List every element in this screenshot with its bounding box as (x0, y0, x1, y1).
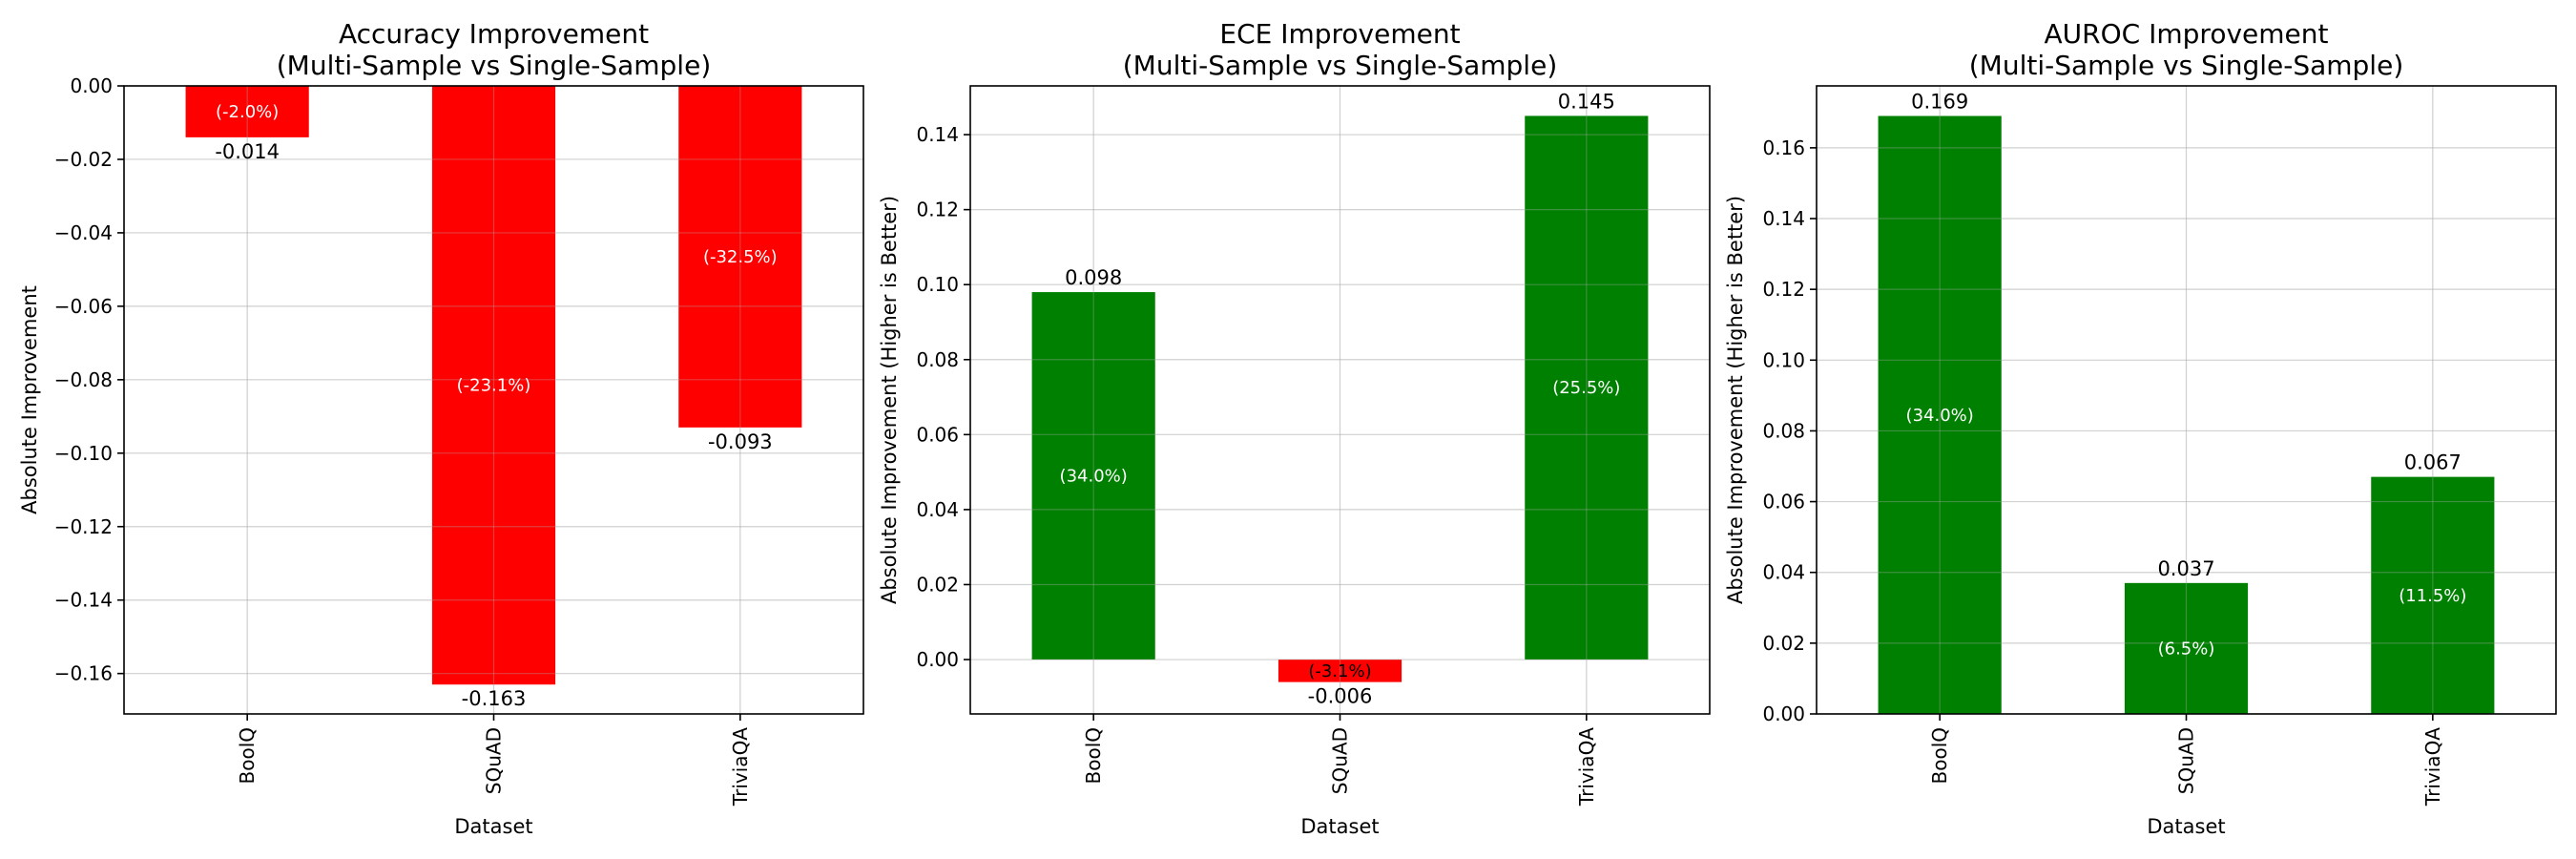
y-tick-label: 0.06 (916, 423, 959, 446)
x-tick-label: SQuAD (2175, 727, 2198, 794)
y-tick-label: 0.00 (1762, 702, 1805, 725)
chart-panel-0: Accuracy Improvement(Multi-Sample vs Sin… (18, 18, 864, 838)
x-tick-label: BoolQ (1082, 727, 1105, 785)
value-label: -0.006 (1308, 685, 1373, 708)
y-tick-label: 0.10 (1762, 348, 1805, 371)
y-tick-label: −0.08 (54, 368, 113, 391)
chart-panel-2: AUROC Improvement(Multi-Sample vs Single… (1724, 18, 2557, 838)
x-tick-label: BoolQ (1928, 727, 1951, 785)
y-tick-label: −0.02 (54, 148, 113, 171)
x-tick-label: TriviaQA (729, 727, 752, 807)
chart-title: ECE Improvement (1219, 18, 1460, 50)
x-axis-label: Dataset (1300, 815, 1379, 838)
y-tick-label: 0.00 (70, 74, 113, 97)
percent-label: (34.0%) (1060, 467, 1128, 487)
value-label: 0.169 (1911, 91, 1968, 114)
y-tick-label: 0.10 (916, 273, 959, 296)
y-axis-label: Absolute Improvement (Higher is Better) (878, 196, 901, 604)
y-tick-label: 0.02 (916, 573, 959, 596)
y-tick-label: −0.06 (54, 295, 113, 318)
x-tick-label: BoolQ (236, 727, 259, 785)
chart-title: Accuracy Improvement (339, 18, 649, 50)
y-tick-label: 0.06 (1762, 491, 1805, 513)
x-axis-label: Dataset (2147, 815, 2225, 838)
x-tick-label: TriviaQA (1575, 727, 1598, 807)
value-label: 0.145 (1558, 90, 1615, 113)
y-tick-label: −0.10 (54, 442, 113, 465)
x-tick-label: TriviaQA (2421, 727, 2444, 807)
percent-label: (-3.1%) (1308, 661, 1371, 681)
value-label: -0.014 (215, 140, 280, 163)
bar-squad (1278, 660, 1402, 682)
y-tick-label: −0.04 (54, 221, 113, 244)
bar-triviaqa (678, 86, 802, 428)
bar-triviaqa (2371, 476, 2495, 714)
percent-label: (-32.5%) (703, 247, 778, 267)
chart-panel-1: ECE Improvement(Multi-Sample vs Single-S… (878, 18, 1711, 838)
bar-boolq (185, 86, 309, 137)
y-tick-label: 0.12 (916, 199, 959, 221)
bar-squad (2124, 582, 2249, 714)
x-tick-label: SQuAD (1329, 727, 1352, 794)
y-tick-label: −0.14 (54, 589, 113, 612)
y-tick-label: 0.04 (1762, 561, 1805, 584)
bar-boolq (1031, 292, 1155, 660)
value-label: 0.037 (2157, 557, 2214, 580)
percent-label: (-2.0%) (216, 102, 279, 122)
chart-subtitle: (Multi-Sample vs Single-Sample) (1969, 50, 2404, 81)
x-tick-label: SQuAD (483, 727, 506, 794)
y-axis-label: Absolute Improvement (18, 285, 41, 514)
y-tick-label: 0.08 (916, 348, 959, 371)
value-label: 0.098 (1065, 266, 1122, 289)
percent-label: (11.5%) (2399, 586, 2466, 606)
percent-label: (34.0%) (1906, 406, 1974, 426)
y-tick-label: 0.14 (1762, 207, 1805, 230)
percent-label: (-23.1%) (457, 376, 531, 396)
y-tick-label: 0.08 (1762, 419, 1805, 442)
value-label: 0.067 (2404, 451, 2462, 474)
y-tick-label: −0.12 (54, 515, 113, 538)
y-tick-label: 0.00 (916, 648, 959, 671)
percent-label: (25.5%) (1552, 378, 1620, 398)
y-tick-label: 0.14 (916, 123, 959, 146)
y-tick-label: −0.16 (54, 662, 113, 685)
chart-title: AUROC Improvement (2045, 18, 2329, 50)
value-label: -0.163 (462, 687, 527, 710)
value-label: -0.093 (708, 430, 773, 453)
chart-subtitle: (Multi-Sample vs Single-Sample) (1123, 50, 1558, 81)
y-tick-label: 0.02 (1762, 632, 1805, 655)
y-tick-label: 0.12 (1762, 278, 1805, 301)
chart-subtitle: (Multi-Sample vs Single-Sample) (277, 50, 712, 81)
bar-squad (431, 86, 556, 685)
bar-boolq (1878, 115, 2002, 714)
bar-triviaqa (1525, 115, 1649, 660)
percent-label: (6.5%) (2158, 639, 2215, 659)
y-axis-label: Absolute Improvement (Higher is Better) (1724, 196, 1747, 604)
x-axis-label: Dataset (454, 815, 532, 838)
y-tick-label: 0.04 (916, 498, 959, 521)
y-tick-label: 0.16 (1762, 136, 1805, 159)
